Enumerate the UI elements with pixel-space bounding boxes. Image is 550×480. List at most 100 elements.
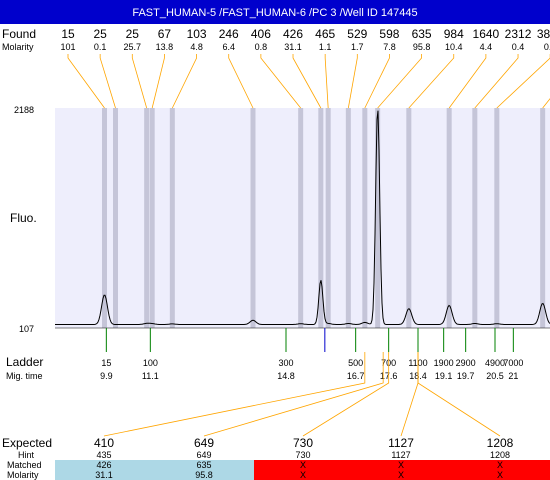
molarity-label: Molarity — [2, 42, 34, 52]
peak-leader-line — [67, 54, 105, 109]
peak-leader-line — [99, 54, 116, 109]
molarity-value: X — [398, 470, 404, 480]
found-size-label: 25 — [93, 27, 107, 41]
peak-band — [298, 108, 304, 328]
expected-leader-line — [103, 352, 366, 437]
ladder-labels: 159.910011.130014.850016.770017.6110018.… — [100, 358, 523, 381]
peak-band — [250, 108, 256, 328]
found-label: Found — [2, 27, 36, 41]
expected-columns: 41043542631.164964963595.8730730XX112711… — [94, 436, 514, 480]
peak-leader-line — [131, 54, 148, 109]
y-tick-max: 2188 — [14, 105, 34, 115]
matched-value: X — [300, 460, 306, 470]
peak-band — [113, 108, 118, 328]
ladder-mig-time-label: 19.1 — [435, 371, 453, 381]
hint-label: Hint — [18, 450, 35, 460]
peak-leader-line — [448, 54, 487, 109]
found-molarity-label: 6.4 — [222, 42, 235, 52]
mig-time-label: Mig. time — [6, 371, 43, 381]
peak-leader-line — [324, 54, 329, 109]
expected-value: 410 — [94, 436, 114, 450]
peak-leader-line — [292, 54, 322, 109]
found-molarity-label: 4.4 — [480, 42, 493, 52]
hint-value: 730 — [295, 450, 310, 460]
ladder-mig-time-label: 20.5 — [486, 371, 504, 381]
peak-band — [169, 108, 175, 328]
peak-leader-line — [408, 54, 455, 109]
found-molarity-label: 0.1 — [94, 42, 107, 52]
found-size-label: 2312 — [505, 27, 532, 41]
found-molarity-label: 1.1 — [319, 42, 332, 52]
found-molarity-label: 0.8 — [255, 42, 268, 52]
peak-band — [446, 108, 452, 328]
found-peak-labels: 15101250.12525.76713.81034.82466.44060.8… — [60, 27, 550, 52]
peak-leader-line — [347, 54, 358, 109]
fluorescence-trace — [55, 110, 550, 326]
ladder-mig-time-label: 14.8 — [277, 371, 295, 381]
peak-band — [318, 108, 324, 328]
found-size-label: 635 — [412, 27, 432, 41]
found-molarity-label: 101 — [60, 42, 75, 52]
peak-band — [345, 108, 351, 328]
matched-label: Matched — [7, 460, 42, 470]
y-axis-label: Fluo. — [10, 211, 37, 225]
peak-band — [375, 108, 381, 328]
expected-value: 1208 — [487, 436, 514, 450]
expected-table — [55, 460, 550, 480]
expected-leader-line — [417, 352, 501, 437]
found-molarity-label: 25.7 — [124, 42, 142, 52]
peak-leader-line — [171, 54, 197, 109]
ladder-size-label: 4900 — [485, 358, 505, 368]
matched-fail-background — [254, 460, 550, 480]
expected-leaders — [103, 352, 501, 437]
found-size-label: 984 — [444, 27, 464, 41]
matched-value: 635 — [196, 460, 211, 470]
y-tick-min: 107 — [19, 324, 34, 334]
ladder-mig-time-label: 11.1 — [142, 371, 159, 381]
expected-label: Expected — [2, 436, 52, 450]
molarity-value: 31.1 — [95, 470, 113, 480]
found-molarity-label: 7.8 — [383, 42, 396, 52]
ladder-ticks — [105, 328, 514, 352]
found-molarity-label: 95.8 — [413, 42, 431, 52]
found-size-label: 426 — [283, 27, 303, 41]
molarity-value: X — [300, 470, 306, 480]
ladder-size-label: 1900 — [434, 358, 454, 368]
found-size-label: 529 — [347, 27, 367, 41]
found-peak-leaders — [67, 54, 550, 109]
peak-leader-line — [260, 54, 301, 109]
matched-value: X — [398, 460, 404, 470]
peak-leader-line — [364, 54, 390, 109]
expected-value: 1127 — [388, 436, 414, 450]
peak-band — [149, 108, 155, 328]
peak-leader-line — [151, 54, 165, 109]
peak-leader-line — [228, 54, 254, 109]
peak-band — [494, 108, 500, 328]
ladder-mig-time-label: 19.7 — [457, 371, 475, 381]
ladder-mig-time-label: 9.9 — [100, 371, 113, 381]
matched-value: X — [497, 460, 503, 470]
found-size-label: 406 — [251, 27, 271, 41]
found-molarity-label: 1.7 — [351, 42, 364, 52]
peak-leader-line — [377, 54, 422, 109]
found-molarity-label: 0.2 — [544, 42, 550, 52]
found-size-label: 1640 — [473, 27, 500, 41]
found-molarity-label: 4.8 — [190, 42, 203, 52]
peak-bands — [102, 108, 546, 328]
peak-band — [325, 108, 331, 328]
hint-value: 435 — [96, 450, 111, 460]
peak-band — [144, 108, 150, 328]
hint-value: 649 — [196, 450, 211, 460]
found-molarity-label: 10.4 — [445, 42, 463, 52]
ladder-label: Ladder — [6, 355, 43, 369]
found-size-label: 103 — [187, 27, 207, 41]
ladder-mig-time-label: 21 — [508, 371, 518, 381]
hint-value: 1208 — [490, 450, 510, 460]
ladder-size-label: 15 — [101, 358, 111, 368]
expected-value: 730 — [293, 436, 313, 450]
peak-band — [540, 108, 546, 328]
ladder-size-label: 7000 — [503, 358, 523, 368]
molarity-row-label: Molarity — [7, 470, 39, 480]
